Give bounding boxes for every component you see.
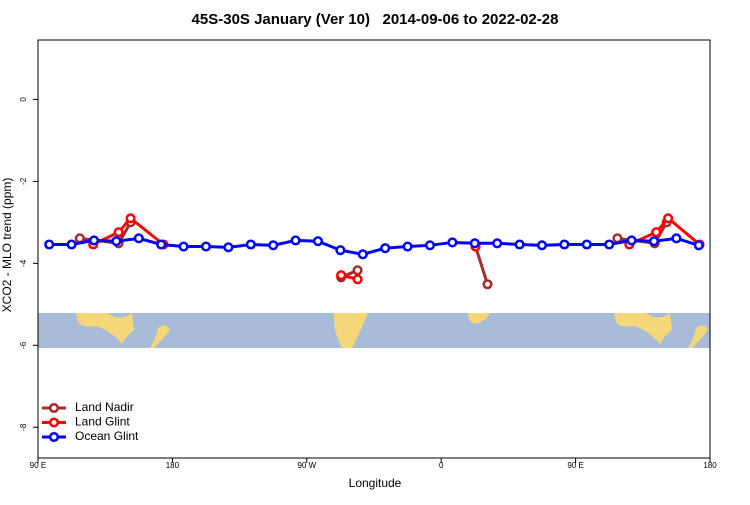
y-tick-label: -2 xyxy=(19,177,28,185)
legend-marker xyxy=(48,402,60,414)
legend-marker xyxy=(48,417,60,428)
data-point xyxy=(111,236,122,247)
data-point xyxy=(604,239,615,250)
data-point xyxy=(113,227,124,238)
series-line xyxy=(92,216,165,246)
x-tick-label: 90 E xyxy=(30,461,46,470)
legend-marker xyxy=(48,431,60,443)
data-point xyxy=(200,241,212,252)
data-point xyxy=(651,227,662,238)
data-point xyxy=(125,213,136,224)
data-point xyxy=(133,233,144,244)
y-tick-label: 0 xyxy=(19,97,28,102)
data-point xyxy=(88,235,100,246)
y-tick-label: -8 xyxy=(19,423,28,431)
data-point xyxy=(178,241,189,252)
data-point xyxy=(268,240,279,251)
x-tick-label: 90 E xyxy=(567,461,583,470)
x-tick-label: 90 W xyxy=(297,461,316,470)
data-point xyxy=(402,241,413,252)
data-point xyxy=(223,242,234,253)
data-point xyxy=(693,240,704,251)
data-point xyxy=(581,239,592,250)
data-point xyxy=(559,239,570,250)
data-point xyxy=(156,239,167,250)
plot-frame xyxy=(37,39,711,459)
data-point xyxy=(536,240,548,251)
x-axis-label: Longitude xyxy=(349,476,402,490)
data-point xyxy=(380,243,391,254)
series-line xyxy=(628,216,701,246)
data-point xyxy=(335,245,346,256)
data-point xyxy=(357,249,368,260)
x-tick-label: 0 xyxy=(439,461,444,470)
chart-title: 45S-30S January (Ver 10) 2014-09-06 to 2… xyxy=(192,11,559,28)
data-point xyxy=(245,239,256,250)
y-tick-label: -4 xyxy=(19,259,28,267)
series-line xyxy=(49,236,700,256)
data-point xyxy=(663,213,674,224)
map-land xyxy=(76,313,708,348)
data-point xyxy=(312,236,324,247)
data-point xyxy=(447,237,458,248)
data-point xyxy=(290,235,301,246)
data-point xyxy=(336,270,347,281)
y-tick-label: -6 xyxy=(19,341,28,349)
map-strip xyxy=(38,313,710,348)
data-point xyxy=(66,239,77,250)
data-point xyxy=(671,233,682,244)
data-point xyxy=(492,238,503,249)
y-axis-label: XCO2 - MLO trend (ppm) xyxy=(0,178,14,313)
data-point xyxy=(514,239,525,250)
legend-label: Ocean Glint xyxy=(75,429,139,443)
series-line xyxy=(474,246,489,285)
data-point xyxy=(424,240,436,251)
legend-label: Land Glint xyxy=(75,415,130,429)
data-point xyxy=(648,236,660,247)
data-point xyxy=(482,279,493,290)
x-tick-label: 180 xyxy=(703,461,717,470)
data-point xyxy=(352,265,363,276)
data-point xyxy=(352,274,363,285)
x-tick-label: 180 xyxy=(166,461,180,470)
data-point xyxy=(469,238,480,249)
data-point xyxy=(626,235,637,246)
legend-label: Land Nadir xyxy=(75,400,134,414)
data-point xyxy=(44,239,55,250)
